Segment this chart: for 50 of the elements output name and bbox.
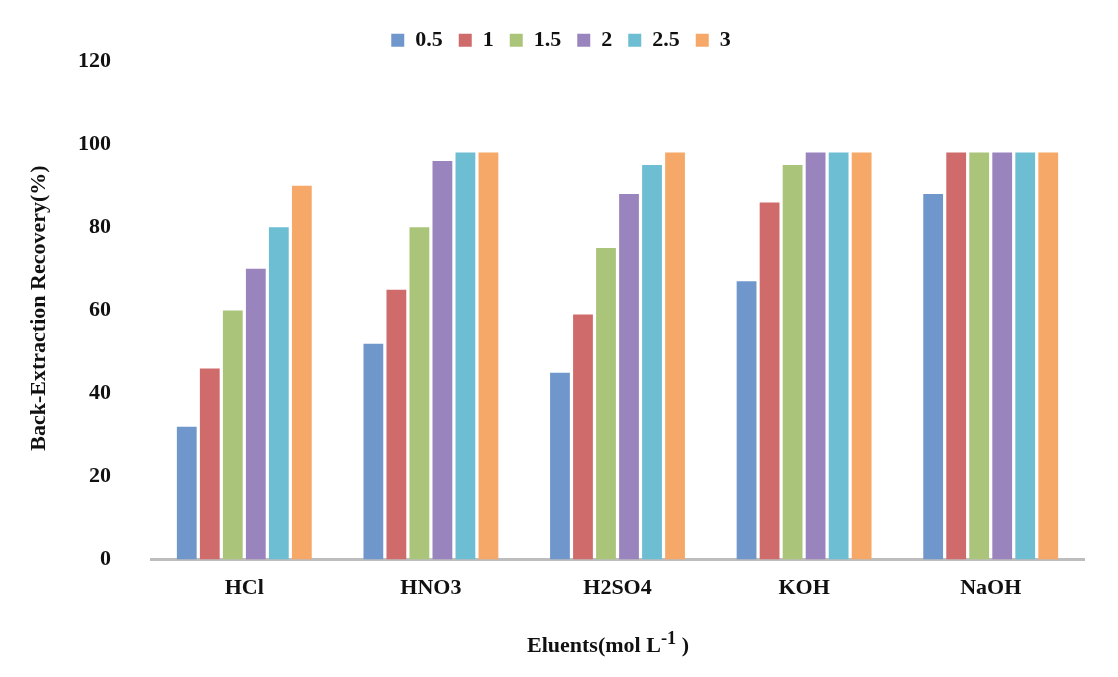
- bar: [363, 343, 384, 560]
- bar: [596, 248, 616, 560]
- bar: [455, 152, 476, 560]
- legend-label: 0.5: [415, 25, 443, 51]
- x-tick-label: HCl: [224, 574, 264, 600]
- y-axis-title: Back-Extraction Recovery(%): [25, 165, 51, 451]
- bar: [550, 372, 570, 560]
- x-tick-label: NaOH: [960, 574, 1022, 600]
- legend-label: 1.5: [533, 25, 562, 51]
- legend-label: 1: [482, 25, 494, 51]
- bar: [222, 310, 243, 560]
- legend-label: 2: [601, 25, 613, 51]
- x-tick-label: H2SO4: [583, 574, 652, 600]
- bar: [1015, 152, 1036, 560]
- bar: [291, 185, 312, 560]
- y-tick-label: 80: [89, 213, 111, 239]
- bar: [759, 202, 780, 560]
- bar: [828, 152, 849, 560]
- bar: [946, 152, 967, 560]
- bar: [245, 268, 266, 560]
- bar: [573, 314, 593, 560]
- bar: [199, 368, 220, 560]
- bar: [386, 289, 407, 560]
- bar: [851, 152, 872, 560]
- y-tick-label: 20: [89, 462, 111, 488]
- bar: [432, 160, 453, 560]
- bar: [736, 281, 757, 560]
- bar: [665, 152, 685, 560]
- y-tick-label: 120: [78, 46, 111, 72]
- y-tick-label: 60: [89, 296, 111, 322]
- bar: [805, 152, 826, 560]
- bar: [1038, 152, 1059, 560]
- bar: [176, 426, 197, 560]
- bar: [782, 165, 803, 560]
- legend-label: 3: [719, 25, 731, 51]
- y-tick-label: 0: [100, 545, 111, 571]
- y-tick-label: 100: [78, 129, 111, 155]
- bar: [992, 152, 1013, 560]
- bar: [923, 194, 944, 560]
- legend-label: 2.5: [652, 25, 680, 51]
- bar: [478, 152, 499, 560]
- x-tick-label: KOH: [778, 574, 830, 600]
- bar: [268, 227, 289, 560]
- bar: [642, 165, 662, 560]
- bar: [969, 152, 990, 560]
- x-axis-title: Eluents(mol L$^{-1}$ ): [526, 628, 690, 659]
- y-tick-label: 40: [89, 379, 111, 405]
- bar: [619, 194, 639, 560]
- bar: [409, 227, 430, 560]
- x-tick-label: HNO3: [400, 574, 462, 600]
